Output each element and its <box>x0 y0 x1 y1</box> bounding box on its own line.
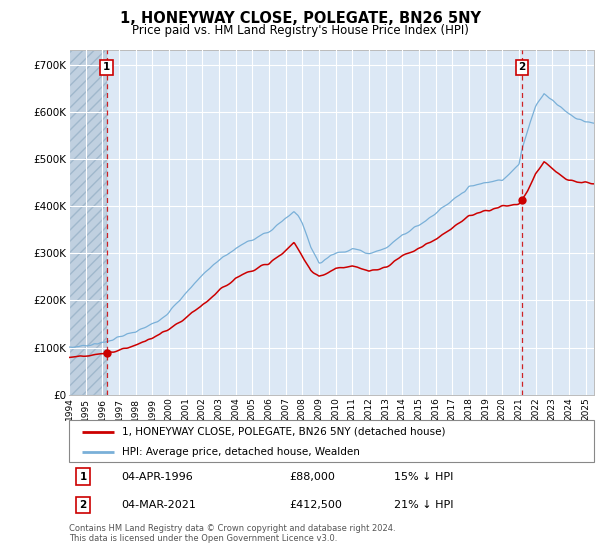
Bar <box>69 50 107 395</box>
Text: 1: 1 <box>103 63 110 72</box>
Text: 2: 2 <box>518 63 526 72</box>
Text: 1, HONEYWAY CLOSE, POLEGATE, BN26 5NY: 1, HONEYWAY CLOSE, POLEGATE, BN26 5NY <box>119 11 481 26</box>
Text: Contains HM Land Registry data © Crown copyright and database right 2024.
This d: Contains HM Land Registry data © Crown c… <box>69 524 395 543</box>
Text: Price paid vs. HM Land Registry's House Price Index (HPI): Price paid vs. HM Land Registry's House … <box>131 24 469 36</box>
FancyBboxPatch shape <box>69 420 594 462</box>
Text: £412,500: £412,500 <box>290 500 343 510</box>
Text: 21% ↓ HPI: 21% ↓ HPI <box>395 500 454 510</box>
Text: HPI: Average price, detached house, Wealden: HPI: Average price, detached house, Weal… <box>121 447 359 457</box>
Text: 1, HONEYWAY CLOSE, POLEGATE, BN26 5NY (detached house): 1, HONEYWAY CLOSE, POLEGATE, BN26 5NY (d… <box>121 427 445 437</box>
Text: £88,000: £88,000 <box>290 472 335 482</box>
Text: 2: 2 <box>79 500 87 510</box>
Text: 15% ↓ HPI: 15% ↓ HPI <box>395 472 454 482</box>
Bar <box>69 50 107 395</box>
Text: 1: 1 <box>79 472 87 482</box>
Text: 04-MAR-2021: 04-MAR-2021 <box>121 500 196 510</box>
Text: 04-APR-1996: 04-APR-1996 <box>121 472 193 482</box>
